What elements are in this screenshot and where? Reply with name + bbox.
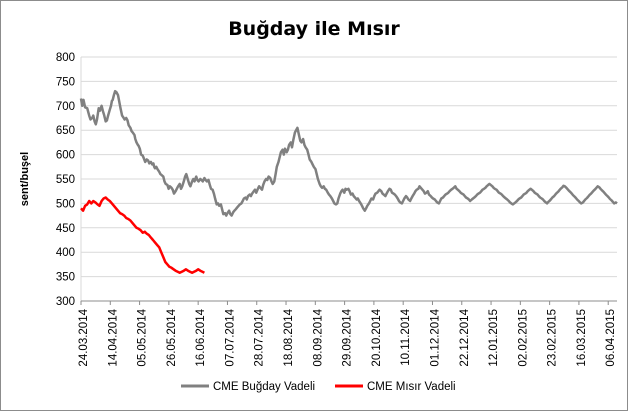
y-tick-label: 700 <box>56 101 75 113</box>
series-line-1 <box>80 196 205 274</box>
x-tick-label: 05.05.2014 <box>137 308 149 366</box>
legend-label-1: CME Mısır Vadeli <box>367 381 456 393</box>
x-tick-label: 29.09.2014 <box>342 308 354 366</box>
x-tick-label: 02.02.2015 <box>517 309 529 367</box>
x-tick-label: 14.04.2014 <box>107 308 119 366</box>
legend: CME Buğday Vadeli CME Mısır Vadeli <box>181 381 456 393</box>
y-tick-label: 350 <box>56 272 75 284</box>
y-tick-label: 450 <box>56 223 75 235</box>
x-tick-label: 06.04.2015 <box>605 309 617 367</box>
x-tick-label: 20.10.2014 <box>371 308 383 366</box>
y-tick-label: 600 <box>56 150 75 162</box>
x-tick-label: 10.11.2014 <box>400 308 412 365</box>
y-tick-label: 550 <box>56 174 75 186</box>
x-tick-label: 22.12.2014 <box>459 308 471 366</box>
y-tick-label: 400 <box>56 247 75 259</box>
series-line-0 <box>79 89 618 217</box>
x-tick-label: 26.05.2014 <box>166 308 178 366</box>
x-tick-label: 08.09.2014 <box>312 308 324 366</box>
y-tick-labels: 300 350 400 450 500 550 600 650 700 750 800 <box>56 52 75 308</box>
x-tick-label: 07.07.2014 <box>224 308 236 366</box>
y-tick-label: 750 <box>56 76 75 88</box>
x-tick-label: 23.02.2015 <box>547 309 559 367</box>
x-tick-label: 12.01.2015 <box>488 309 500 367</box>
y-tick-label: 500 <box>56 198 75 210</box>
x-tick-label: 16.06.2014 <box>195 308 207 366</box>
legend-label-0: CME Buğday Vadeli <box>213 381 315 393</box>
gridlines <box>80 56 617 302</box>
series-lines <box>79 89 618 274</box>
x-tick-label: 01.12.2014 <box>429 308 441 366</box>
x-tick-label: 16.03.2015 <box>576 309 588 367</box>
y-tick-label: 800 <box>56 52 75 64</box>
y-tick-label: 300 <box>56 296 75 308</box>
x-tick-label: 28.07.2014 <box>254 308 266 366</box>
x-tick-label: 18.08.2014 <box>283 308 295 366</box>
x-tick-labels: 24.03.2014 14.04.2014 05.05.2014 26.05.2014… <box>78 301 617 367</box>
chart-title: Buğday ile Mısır <box>228 18 400 40</box>
y-tick-label: 650 <box>56 125 75 137</box>
y-axis-title: sent/buşel <box>19 152 31 206</box>
x-tick-label: 24.03.2014 <box>78 308 90 366</box>
